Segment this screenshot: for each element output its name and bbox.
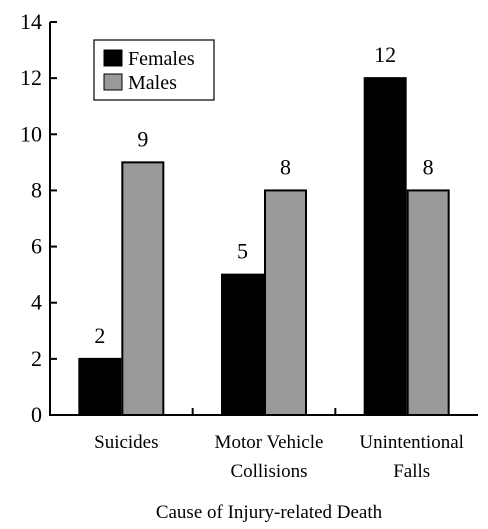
data-label: 8 <box>280 154 291 179</box>
y-tick-label: 12 <box>20 65 42 90</box>
category-labels: Suicides Motor Vehicle Collisions Unintenti… <box>94 432 464 482</box>
category-label: Suicides <box>94 432 158 453</box>
y-tick-label: 4 <box>31 290 42 315</box>
bar-females-2 <box>363 77 407 417</box>
data-label: 5 <box>237 239 248 264</box>
value-labels: 2 9 5 8 12 8 <box>94 42 433 348</box>
category-label: Falls <box>393 461 430 482</box>
category-label: Motor Vehicle <box>215 432 324 453</box>
y-tick-label: 0 <box>31 402 42 427</box>
legend-label-females: Females <box>128 48 195 70</box>
bar-females-1 <box>221 273 264 416</box>
bar-males-1 <box>264 189 307 416</box>
bar-females-0 <box>78 357 122 417</box>
y-tick-label: 2 <box>31 346 42 371</box>
bars <box>78 77 450 417</box>
legend-swatch-males <box>103 73 123 91</box>
y-tick-label: 10 <box>20 121 42 146</box>
data-label: 2 <box>94 323 105 348</box>
data-label: 9 <box>137 126 148 151</box>
y-tick-label: 14 <box>20 9 42 34</box>
bar-males-2 <box>406 189 450 416</box>
legend-swatch-females <box>103 49 123 67</box>
legend-label-males: Males <box>128 72 177 94</box>
data-label: 12 <box>374 42 396 67</box>
y-tick-label: 6 <box>31 234 42 259</box>
category-label: Unintentional <box>359 432 463 453</box>
x-axis <box>191 408 337 415</box>
category-label: Collisions <box>230 461 307 482</box>
y-tick-label: 8 <box>31 177 42 202</box>
data-label: 8 <box>423 154 434 179</box>
bar-males-0 <box>121 161 165 416</box>
x-axis-title: Cause of Injury-related Death <box>156 502 383 523</box>
